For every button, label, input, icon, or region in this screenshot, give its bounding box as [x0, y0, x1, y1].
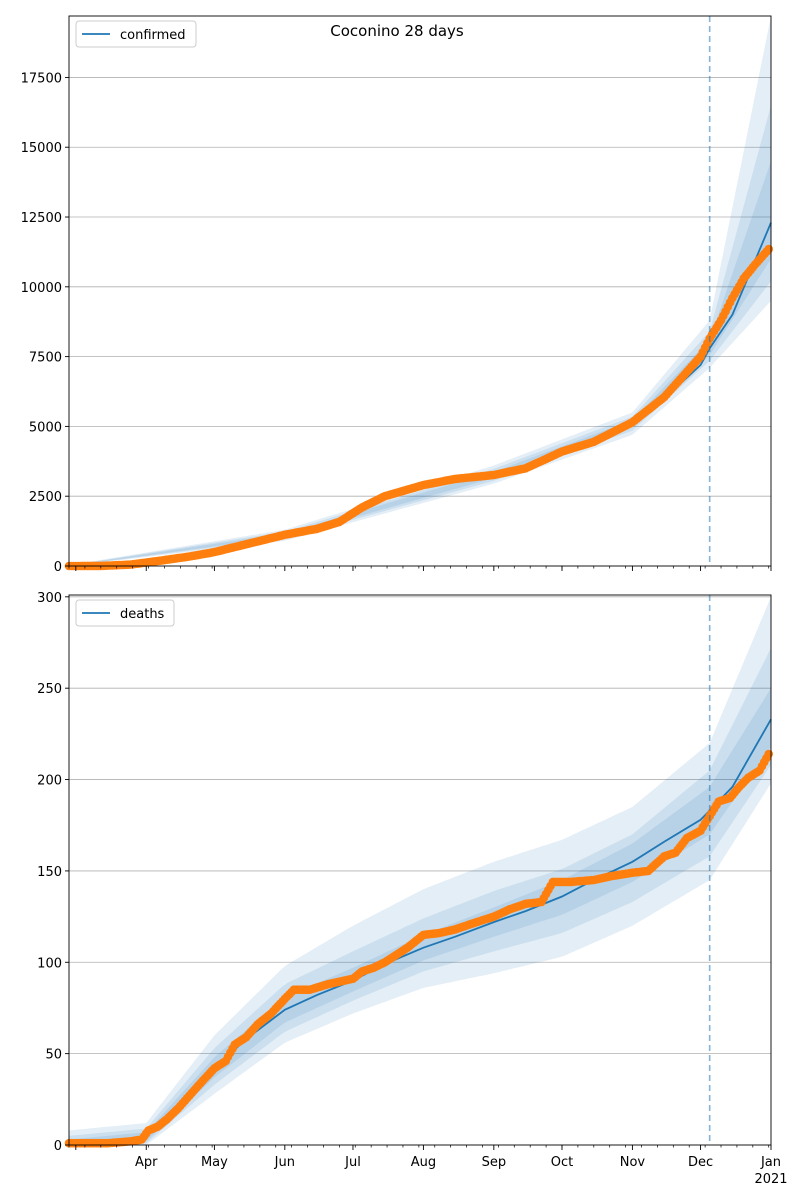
- x-tick-label: Jan: [760, 1155, 781, 1170]
- plot-area: 0 2500 5000 7500 10000 12500 15000 17500: [21, 15, 773, 575]
- observed-point: [764, 244, 773, 254]
- x-tick-label: Oct: [551, 1155, 573, 1170]
- y-tick-label: 200: [37, 774, 62, 789]
- uncertainty-band-1: [69, 16, 771, 566]
- x-tick-label: Jul: [344, 1155, 361, 1170]
- legend-label-deaths: deaths: [120, 607, 165, 622]
- legend-box: [75, 599, 175, 627]
- y-tick-label: 100: [37, 956, 62, 971]
- x-tick-label: Apr: [135, 1155, 158, 1170]
- observed-point: [764, 749, 773, 759]
- y-tick-label: 300: [37, 591, 62, 606]
- plot-area: 0 50 100 150 200 250 300 Apr May Jun Jul Aug Sep Oct N…: [37, 591, 787, 1187]
- uncertainty-band-2: [69, 648, 771, 1145]
- deaths-legend: deaths: [75, 599, 175, 627]
- y-tick-label: 2500: [29, 490, 62, 505]
- confirmed-panel: Coconino 28 days 0 2500 5000 7500 10000 12500…: [21, 15, 773, 575]
- chart-title: Coconino 28 days: [330, 22, 464, 40]
- y-tick-label: 15000: [21, 141, 62, 156]
- x-tick-label: Aug: [411, 1155, 436, 1170]
- y-tick-label: 5000: [29, 420, 62, 435]
- y-tick-label: 7500: [29, 351, 62, 366]
- axes-frame: [68, 15, 772, 567]
- y-tick-label: 0: [54, 560, 62, 575]
- y-tick-label: 10000: [21, 281, 62, 296]
- x-tick-label: Nov: [620, 1155, 646, 1170]
- x-tick-label: Sep: [482, 1155, 507, 1170]
- confirmed-legend: confirmed: [75, 20, 197, 48]
- y-tick-label: 250: [37, 682, 62, 697]
- y-tick-label: 150: [37, 865, 62, 880]
- legend-label-confirmed: confirmed: [120, 28, 186, 43]
- x-tick-label: Jun: [274, 1155, 295, 1170]
- y-tick-label: 17500: [21, 71, 62, 86]
- uncertainty-band-1: [69, 596, 771, 1145]
- y-tick-label: 50: [45, 1048, 62, 1063]
- y-tick-label: 0: [54, 1139, 62, 1154]
- legend-box: [75, 20, 197, 48]
- x-tick-label: Dec: [688, 1155, 713, 1170]
- axes-frame: [68, 594, 772, 1146]
- x-tick-label: May: [201, 1155, 228, 1170]
- deaths-panel: 0 50 100 150 200 250 300 Apr May Jun Jul Aug Sep Oct N…: [37, 591, 787, 1187]
- x-tick-sublabel: 2021: [754, 1172, 787, 1187]
- y-tick-label: 12500: [21, 211, 62, 226]
